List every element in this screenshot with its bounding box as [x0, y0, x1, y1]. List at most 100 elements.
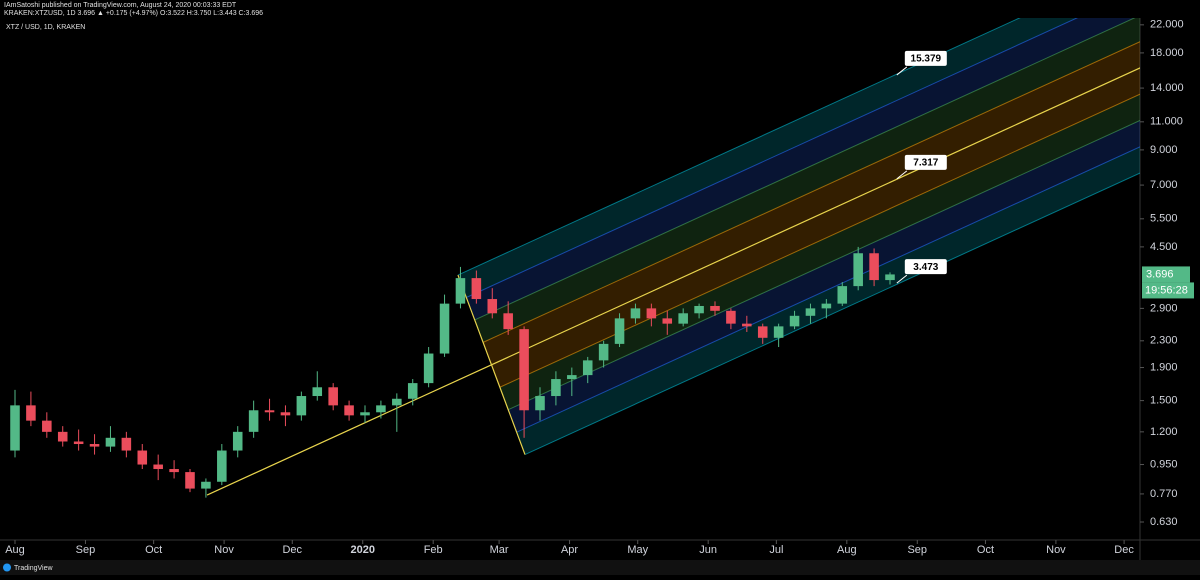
- y-tick-label: 1.900: [1150, 361, 1178, 373]
- candle-body: [582, 360, 593, 376]
- candle-body: [296, 396, 307, 416]
- pitchfork-band: [508, 120, 1140, 433]
- plot-area: [10, 18, 1140, 498]
- y-tick-label: 11.000: [1150, 116, 1183, 128]
- candle-body: [89, 444, 100, 447]
- candle-body: [439, 303, 450, 354]
- y-tick-label: 0.950: [1150, 458, 1178, 470]
- candle-body: [694, 305, 704, 314]
- pitchfork-band: [483, 41, 1140, 365]
- candle-body: [392, 398, 402, 406]
- candle-body: [757, 326, 768, 338]
- y-tick-label: 14.000: [1150, 82, 1184, 94]
- y-tick-label: 2.300: [1150, 335, 1178, 347]
- candle-body: [742, 323, 752, 327]
- candle-body: [344, 405, 354, 416]
- candle-body: [455, 278, 466, 304]
- pitchfork-label-box: [904, 154, 947, 170]
- pitchfork-label-pointer: [896, 274, 908, 284]
- x-tick-label: Sep: [907, 544, 927, 556]
- x-tick-label: Aug: [837, 544, 857, 556]
- countdown: 19:56:28: [1145, 284, 1188, 296]
- y-tick-label: 4.500: [1150, 241, 1178, 253]
- candle-body: [328, 387, 338, 406]
- candle-body: [487, 299, 498, 314]
- candle-body: [805, 308, 816, 316]
- candle-body: [105, 437, 116, 447]
- candle-body: [153, 464, 163, 470]
- y-tick-label: 0.630: [1150, 516, 1178, 528]
- candle-body: [710, 305, 720, 311]
- x-tick-label: Oct: [145, 544, 162, 556]
- pitchfork-band: [466, 18, 1135, 320]
- candle-body: [853, 253, 863, 287]
- y-tick-label: 22.000: [1150, 19, 1184, 31]
- candle-body: [614, 318, 625, 344]
- x-tick-label: Jun: [699, 544, 717, 556]
- publisher: IAmSatoshi published on TradingView.com,…: [4, 2, 237, 9]
- y-tick-label: 5.500: [1150, 213, 1178, 225]
- candle-body: [121, 437, 132, 451]
- pitchfork-band: [474, 18, 1140, 343]
- pitchfork-band: [457, 18, 1077, 298]
- candle-body: [423, 353, 434, 384]
- pitchfork-label: 7.317: [913, 158, 938, 169]
- y-tick-label: 18.000: [1150, 47, 1184, 59]
- x-tick-label: Nov: [214, 544, 234, 556]
- brand: TradingView: [14, 565, 53, 572]
- candle-body: [232, 431, 243, 451]
- candle-body: [360, 412, 370, 416]
- pitchfork-label-pointer: [896, 170, 908, 180]
- y-tick-label: 0.770: [1150, 488, 1178, 500]
- candle-body: [471, 278, 482, 300]
- candle-body: [773, 326, 784, 338]
- candle-body: [312, 387, 323, 397]
- countdown-box: [1142, 282, 1194, 299]
- candle-body: [821, 303, 832, 309]
- x-tick-label: Apr: [561, 544, 578, 556]
- candle-body: [726, 310, 736, 324]
- candle-body: [42, 420, 52, 432]
- candle-body: [185, 472, 195, 489]
- pitchfork-label: 15.379: [911, 54, 942, 65]
- x-tick-label: Sep: [76, 544, 96, 556]
- candle-body: [264, 410, 275, 413]
- candle-body: [519, 329, 529, 411]
- candle-body: [535, 396, 545, 411]
- candle-body: [869, 253, 879, 281]
- candle-body: [137, 450, 148, 465]
- x-tick-label: Aug: [5, 544, 25, 556]
- x-tick-label: Dec: [282, 544, 302, 556]
- pitchfork-handle: [457, 274, 526, 455]
- y-tick-label: 2.900: [1150, 302, 1178, 314]
- pitchfork-band: [499, 94, 1140, 410]
- pitchfork-label: 3.473: [913, 262, 938, 273]
- candle-body: [885, 274, 895, 281]
- x-tick-label: Feb: [424, 544, 443, 556]
- candle-body: [376, 405, 386, 413]
- last-price-box: [1142, 266, 1190, 283]
- candle-body: [837, 286, 848, 304]
- candle-body: [10, 405, 20, 451]
- candle-body: [26, 405, 36, 421]
- chart-title: XTZ / USD, 1D, KRAKEN: [6, 24, 85, 31]
- candle-body: [73, 441, 84, 445]
- y-tick-label: 9.000: [1150, 144, 1178, 156]
- candle-body: [630, 308, 641, 319]
- candle-body: [551, 379, 561, 397]
- candle-body: [503, 313, 513, 330]
- brand-logo: [3, 563, 11, 572]
- x-tick-label: Dec: [1114, 544, 1134, 556]
- candle-body: [248, 410, 259, 432]
- pitchfork-label-box: [904, 50, 947, 66]
- y-tick-label: 7.000: [1150, 179, 1178, 191]
- candle-body: [280, 412, 291, 416]
- candle-body: [662, 318, 673, 324]
- pitchfork-band: [491, 67, 1140, 388]
- candle-body: [407, 383, 418, 399]
- y-tick-label: 1.200: [1150, 426, 1178, 438]
- y-tick-label: 1.500: [1150, 395, 1178, 407]
